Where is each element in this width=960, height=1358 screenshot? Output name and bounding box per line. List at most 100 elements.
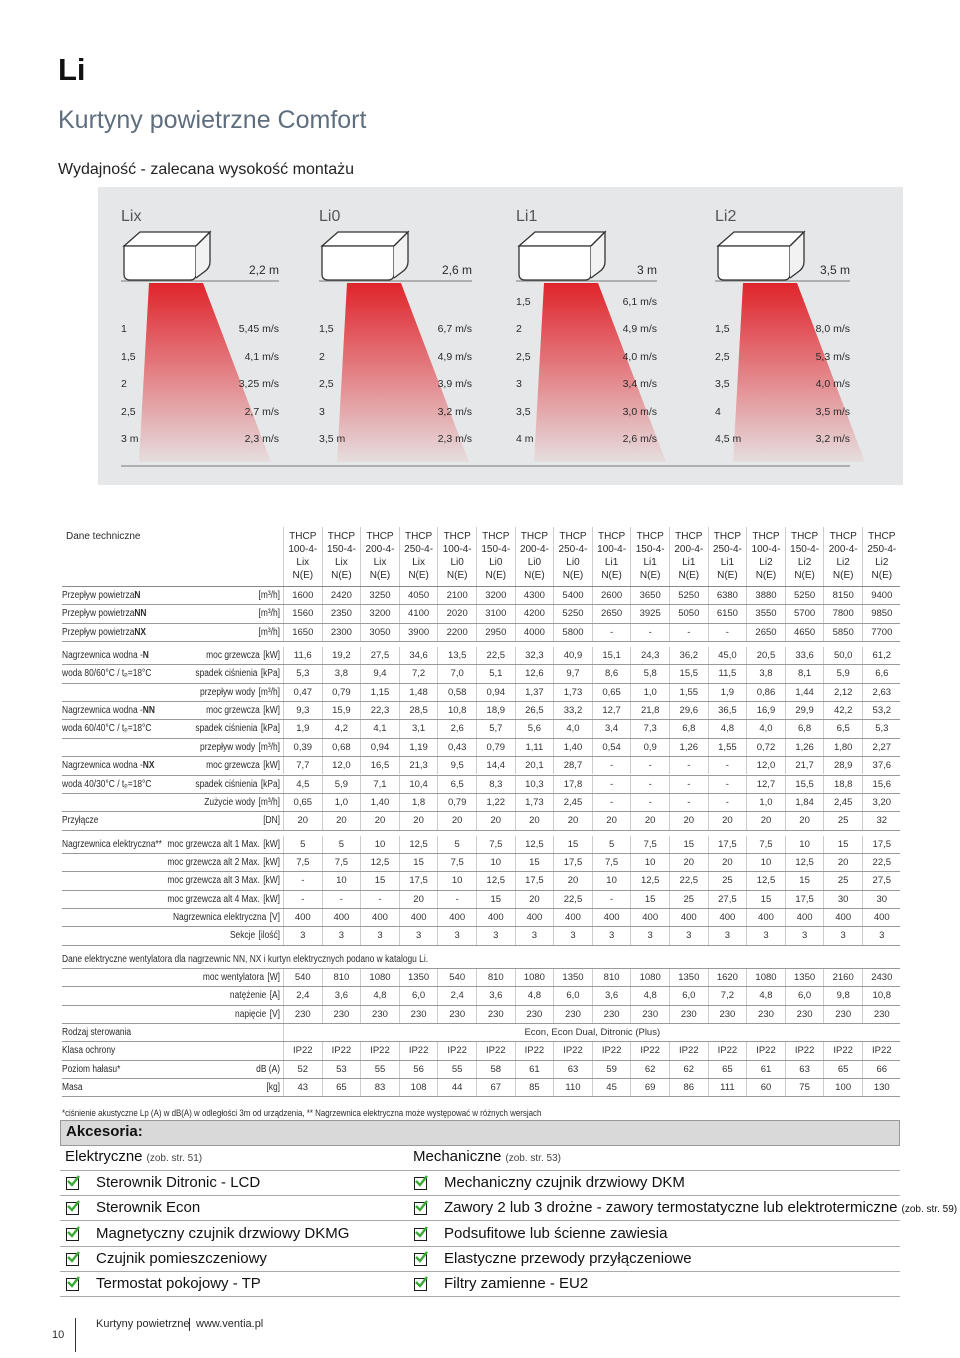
row-sublabel: moc grzewcza alt 4 Max. — [167, 893, 260, 905]
value-cell: 8,3 — [476, 775, 515, 793]
column-header-line: THCP — [790, 531, 819, 542]
value-cell: 400 — [553, 908, 592, 927]
value-cell: 1,37 — [514, 683, 554, 702]
row-label: Przepływ powietrza NX [m³/h] — [62, 627, 280, 638]
accessory-item-note: (zob. str. 59) — [901, 1204, 958, 1216]
row-label-text: Przepływ powietrza — [62, 590, 135, 601]
value-cell: 8150 — [823, 587, 862, 605]
value-cell: 1,73 — [553, 683, 592, 702]
value-cell: 2200 — [437, 623, 476, 642]
value-cell: 66 — [862, 1060, 901, 1079]
value-cell: 5400 — [553, 587, 592, 605]
column-header-line: THCP — [366, 531, 394, 542]
column-header: THCP 250-4- Lix N(E) — [398, 527, 438, 587]
row-label: Nagrzewnica wodna - NN moc grzewcza [kW] — [62, 705, 280, 716]
value-cell: 1,40 — [553, 738, 592, 757]
device-front — [518, 245, 592, 281]
value-cell: IP22 — [591, 1042, 631, 1060]
variant-name: Li1 — [516, 208, 538, 225]
row-label: przepływ wody [m³/h] — [62, 742, 280, 753]
row-rule — [62, 1078, 900, 1080]
value-cell: 3250 — [360, 587, 399, 605]
device-front — [717, 245, 791, 281]
value-cell: 25 — [707, 872, 747, 890]
row-sublabel: napięcie — [235, 1008, 267, 1020]
value-cell: 3 — [476, 927, 515, 945]
value-cell: 7,5 — [283, 853, 322, 872]
check-mark — [67, 1200, 80, 1213]
device-front — [123, 245, 197, 281]
value-cell: 2,12 — [823, 683, 862, 702]
column-header-line: N(E) — [639, 570, 661, 581]
value-cell: 1650 — [283, 623, 322, 642]
air-speed: 6,7 m/s — [437, 323, 472, 336]
row-label: Masa [kg] — [62, 1082, 280, 1093]
value-cell: 230 — [591, 1005, 631, 1024]
column-header-line: 100-4- — [751, 544, 781, 555]
value-cell: 20 — [514, 812, 554, 830]
value-cell: IP22 — [707, 1042, 747, 1060]
distance: 3 — [319, 405, 325, 418]
value-cell: 65 — [823, 1060, 862, 1079]
value-cell: 20 — [669, 853, 708, 872]
column-header: THCP 200-4- Li2 N(E) — [823, 527, 862, 587]
value-cell: 7,5 — [476, 835, 515, 853]
column-header: THCP 150-4- Li0 N(E) — [476, 527, 515, 587]
value-cell: 3,1 — [398, 720, 438, 738]
value-cell: 1,26 — [784, 738, 824, 757]
row-rule — [62, 944, 900, 946]
value-cell: 1,8 — [398, 793, 438, 812]
row-sublabel: przepływ wody — [200, 741, 256, 753]
value-cell: 5,6 — [514, 720, 554, 738]
value-cell: 3900 — [398, 623, 438, 642]
value-cell: 55 — [437, 1060, 476, 1079]
value-cell: 400 — [476, 908, 515, 927]
value-cell: 10 — [360, 835, 399, 853]
row-rule — [62, 1059, 900, 1061]
value-cell: - — [591, 793, 631, 812]
value-cell: 10 — [476, 853, 515, 872]
value-cell: 1,11 — [514, 738, 554, 757]
value-cell: 10 — [784, 835, 824, 853]
value-cell: 20 — [591, 812, 631, 830]
value-cell: 0,9 — [630, 738, 669, 757]
value-cell: 810 — [476, 969, 515, 987]
row-label: Zużycie wody [m³/h] — [62, 797, 280, 808]
value-cell: 3 — [514, 927, 554, 945]
column-header-line: THCP — [404, 531, 433, 542]
accessory-rule — [408, 1270, 900, 1272]
accessory-item: Termostat pokojowy - TP — [96, 1275, 261, 1292]
value-cell: 0,79 — [476, 738, 515, 757]
value-cell: 0,86 — [746, 683, 785, 702]
value-cell: 28,9 — [823, 757, 862, 775]
row-label-text: Poziom hałasu* — [62, 1063, 121, 1075]
value-cell: 3200 — [476, 587, 515, 605]
value-cell: 540 — [437, 969, 476, 987]
value-cell: 5250 — [553, 605, 592, 623]
column-header-line: Li0 — [489, 557, 503, 568]
air-speed: 8,0 m/s — [815, 323, 850, 336]
row-label-right: Nagrzewnica elektryczna [V] — [173, 912, 280, 923]
row-label: Rodzaj sterowania — [62, 1027, 280, 1038]
column-header: THCP 150-4- Li1 N(E) — [630, 527, 669, 587]
value-cell: 0,54 — [591, 738, 631, 757]
row-label: Poziom hałasu* dB (A) — [62, 1064, 280, 1075]
row-label-right: spadek ciśnienia [kPa] — [195, 668, 280, 679]
air-speed: 4,0 m/s — [622, 350, 657, 363]
row-label: Przepływ powietrza N [m³/h] — [62, 590, 280, 601]
value-cell: 3 — [630, 927, 669, 945]
accessory-group-title: Mechaniczne (zob. str. 53) — [413, 1148, 561, 1165]
value-cell: 400 — [823, 908, 862, 927]
value-cell: 3 — [784, 927, 824, 945]
column-header-line: 150-4- — [326, 544, 356, 555]
value-cell: - — [707, 775, 747, 793]
accessory-rule — [60, 1170, 408, 1171]
row-unit: [m³/h] — [258, 741, 280, 753]
row-label-right: moc grzewcza [kW] — [206, 705, 280, 716]
value-cell: IP22 — [360, 1042, 399, 1060]
value-cell: 230 — [553, 1005, 592, 1024]
value-cell: 36,5 — [707, 702, 747, 720]
row-sublabel: Zużycie wody — [204, 796, 256, 808]
value-cell: 400 — [360, 908, 399, 927]
value-cell: 400 — [669, 908, 708, 927]
